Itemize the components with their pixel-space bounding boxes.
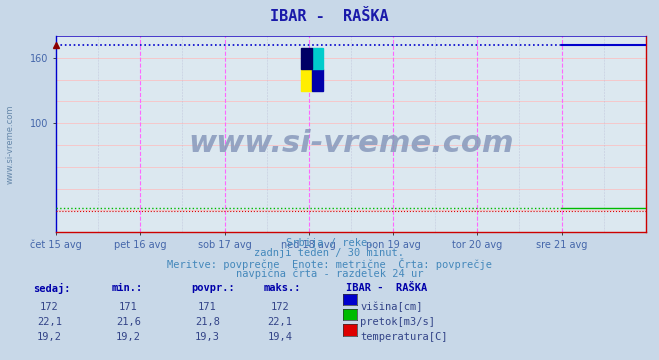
Text: 19,2: 19,2: [37, 332, 62, 342]
Text: maks.:: maks.:: [264, 283, 301, 293]
Text: Srbija / reke.: Srbija / reke.: [286, 238, 373, 248]
Text: navpična črta - razdelek 24 ur: navpična črta - razdelek 24 ur: [236, 269, 423, 279]
Text: 171: 171: [198, 302, 217, 312]
Text: sedaj:: sedaj:: [33, 283, 71, 294]
Text: 19,4: 19,4: [268, 332, 293, 342]
Text: IBAR -  RAŠKA: IBAR - RAŠKA: [346, 283, 427, 293]
Text: zadnji teden / 30 minut.: zadnji teden / 30 minut.: [254, 248, 405, 258]
Text: 21,6: 21,6: [116, 317, 141, 327]
Bar: [312, 48, 323, 69]
Text: povpr.:: povpr.:: [191, 283, 235, 293]
Text: Meritve: povprečne  Enote: metrične  Črta: povprečje: Meritve: povprečne Enote: metrične Črta:…: [167, 258, 492, 270]
Text: www.si-vreme.com: www.si-vreme.com: [188, 129, 514, 158]
Text: 19,3: 19,3: [195, 332, 220, 342]
Text: 21,8: 21,8: [195, 317, 220, 327]
Text: www.si-vreme.com: www.si-vreme.com: [5, 104, 14, 184]
Text: 172: 172: [40, 302, 59, 312]
Bar: [312, 69, 323, 91]
Text: višina[cm]: višina[cm]: [360, 302, 423, 312]
Text: 172: 172: [271, 302, 289, 312]
Text: temperatura[C]: temperatura[C]: [360, 332, 448, 342]
Text: 22,1: 22,1: [37, 317, 62, 327]
Text: pretok[m3/s]: pretok[m3/s]: [360, 317, 436, 327]
Text: 171: 171: [119, 302, 138, 312]
Bar: [301, 69, 312, 91]
Bar: [301, 48, 312, 69]
Text: IBAR -  RAŠKA: IBAR - RAŠKA: [270, 9, 389, 24]
Text: min.:: min.:: [112, 283, 143, 293]
Text: 19,2: 19,2: [116, 332, 141, 342]
Text: 22,1: 22,1: [268, 317, 293, 327]
